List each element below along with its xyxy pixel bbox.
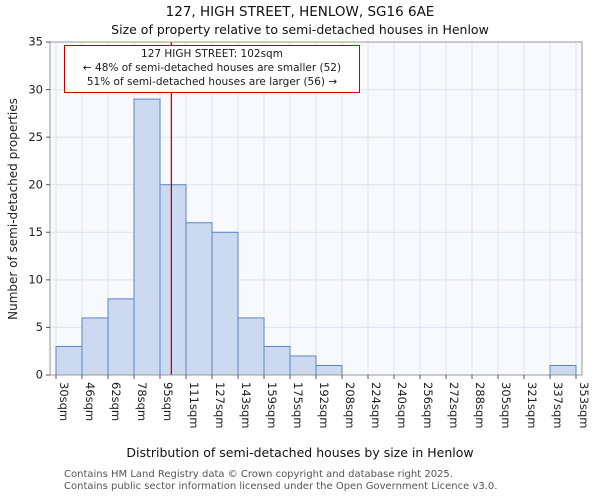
x-tick-label: 305sqm bbox=[499, 382, 513, 428]
bar bbox=[237, 317, 265, 376]
footer-line-1: Contains HM Land Registry data © Crown c… bbox=[64, 469, 453, 480]
x-tick-label: 288sqm bbox=[473, 382, 487, 428]
bar bbox=[81, 317, 109, 376]
y-tick-label: 0 bbox=[36, 368, 43, 382]
x-tick-label: 30sqm bbox=[57, 382, 71, 421]
x-tick-label: 321sqm bbox=[525, 382, 539, 428]
bar bbox=[263, 345, 291, 376]
bar bbox=[133, 98, 161, 376]
bar bbox=[549, 364, 577, 376]
annotation-line-3: 51% of semi-detached houses are larger (… bbox=[86, 75, 338, 88]
x-axis-label: Distribution of semi-detached houses by … bbox=[126, 445, 474, 460]
bar bbox=[55, 345, 83, 376]
footer: Contains HM Land Registry data © Crown c… bbox=[64, 469, 497, 493]
y-tick-label: 10 bbox=[28, 273, 43, 287]
x-tick-label: 224sqm bbox=[369, 382, 383, 428]
y-axis-label: Number of semi-detached properties bbox=[6, 98, 20, 320]
x-tick-label: 159sqm bbox=[265, 382, 279, 428]
y-tick-label: 5 bbox=[36, 320, 43, 334]
x-tick-label: 256sqm bbox=[421, 382, 435, 428]
footer-line-2: Contains public sector information licen… bbox=[64, 480, 498, 492]
x-tick-label: 337sqm bbox=[551, 382, 565, 428]
x-tick-label: 127sqm bbox=[213, 382, 227, 428]
bar bbox=[159, 184, 187, 376]
x-tick-label: 62sqm bbox=[109, 382, 123, 421]
bar bbox=[289, 355, 317, 376]
y-tick-label: 25 bbox=[28, 130, 43, 144]
y-tick-label: 35 bbox=[28, 35, 43, 49]
x-tick-label: 272sqm bbox=[447, 382, 461, 428]
y-tick-label: 20 bbox=[28, 177, 43, 191]
x-tick-label: 208sqm bbox=[343, 382, 357, 428]
bar bbox=[315, 364, 343, 376]
x-tick-label: 111sqm bbox=[187, 382, 201, 428]
x-tick-label: 143sqm bbox=[239, 382, 253, 428]
bar bbox=[185, 222, 213, 376]
x-tick-label: 353sqm bbox=[577, 382, 591, 428]
x-tick-label: 240sqm bbox=[395, 382, 409, 428]
x-tick-label: 95sqm bbox=[161, 382, 175, 421]
bar bbox=[211, 231, 239, 376]
x-tick-label: 78sqm bbox=[135, 382, 149, 421]
bar bbox=[107, 298, 135, 376]
annotation-line-1: 127 HIGH STREET: 102sqm bbox=[141, 48, 283, 60]
x-tick-label: 175sqm bbox=[291, 382, 305, 428]
chart-title: 127, HIGH STREET, HENLOW, SG16 6AE bbox=[165, 4, 435, 20]
y-tick-label: 30 bbox=[28, 82, 43, 96]
annotation-line-2: ← 48% of semi-detached houses are smalle… bbox=[82, 61, 342, 74]
x-tick-label: 192sqm bbox=[317, 382, 331, 428]
y-tick-label: 15 bbox=[28, 225, 43, 239]
x-tick-label: 46sqm bbox=[83, 382, 97, 421]
marker-annotation: 127 HIGH STREET: 102sqm ← 48% of semi-de… bbox=[64, 45, 360, 93]
chart-subtitle: Size of property relative to semi-detach… bbox=[111, 22, 489, 37]
